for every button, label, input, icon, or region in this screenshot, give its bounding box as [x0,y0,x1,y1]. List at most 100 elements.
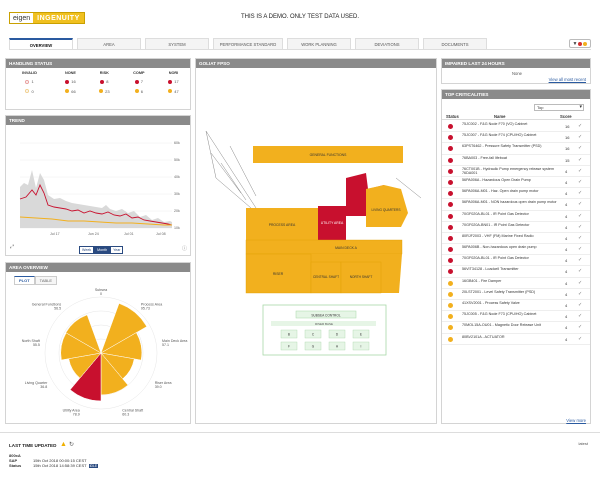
polar-slice[interactable] [100,303,148,354]
check-icon[interactable]: ✓ [578,313,583,320]
criticality-row[interactable]: 56PA006A-M01 - NON hazardous open drain … [442,199,590,211]
criticality-name[interactable]: 41XSV2001 - Process Safety Valve [462,301,520,305]
risk-red-value[interactable]: 8 [106,79,109,84]
polar-slice[interactable] [100,332,142,361]
area-living-quarters[interactable] [366,185,408,227]
invalid-amber-value[interactable]: 0 [31,88,34,94]
subsea-well[interactable] [280,341,298,351]
app-logo[interactable]: eigen INGENUITY [9,12,85,24]
check-icon[interactable]: ✓ [578,123,583,129]
tab-documents[interactable]: DOCUMENTS [423,38,487,49]
area-utility[interactable] [318,206,346,240]
refresh-icon[interactable]: ↻ [69,442,75,448]
subsea-well[interactable] [304,329,322,339]
criticality-row[interactable]: 41XSV2001 - Process Safety Valve 4 ✓ [442,300,590,312]
check-icon[interactable]: ✓ [578,145,583,152]
check-icon[interactable]: ✓ [578,290,583,297]
criticalities-select[interactable]: Top [534,104,584,111]
criticality-name[interactable]: 75JC002 - F&G Node F70 (VO) Cabinet [462,122,528,126]
criticality-row[interactable]: 56PA006A-M01 - Haz. Open drain pump moto… [442,188,590,200]
tab-system[interactable]: SYSTEM [145,38,209,49]
criticality-row[interactable]: 56PA006B - Non-hazardous open drain pump… [442,244,590,256]
nori-red-value[interactable]: 17 [174,79,179,84]
view-more-link[interactable]: View more [566,418,586,423]
polar-slice[interactable] [69,352,102,402]
check-icon[interactable]: ✓ [578,335,583,342]
criticality-name[interactable]: 76BA003 - Free-fall lifeboat [462,155,507,160]
tab-overview[interactable]: OVERVIEW [9,38,73,49]
criticality-row[interactable]: 76BA003 - Free-fall lifeboat 15 ✓ [442,155,590,166]
trend-chart[interactable]: 60k 50k 40k 30k 20k 10k Jul 17 Jun 24 Ju… [6,125,192,257]
criticality-name[interactable]: 70GF020A-BL01 - IR Point Gas Detector [462,256,529,261]
check-icon[interactable]: ✓ [578,190,583,197]
area-central-shaft[interactable] [310,261,342,294]
criticality-name[interactable]: 75JC007 - F&G Node F74 (CPU/HO) Cabinet [462,133,537,138]
criticality-name[interactable]: 80BV2101A - ACTUATOR [462,334,505,339]
tab-area[interactable]: AREA [77,38,141,49]
subsea-well[interactable] [352,341,370,351]
area-process[interactable] [246,208,318,240]
criticality-name[interactable]: 76CT001B - Hydraulic Pump emergency rele… [462,166,555,176]
criticality-row[interactable]: 76CT001B - Hydraulic Pump emergency rele… [442,166,590,177]
col-name[interactable]: Name [494,114,506,119]
check-icon[interactable]: ✓ [578,257,583,264]
criticality-name[interactable]: 56PA006A - Hazardous Open Drain Pump [462,177,531,182]
subsea-well[interactable] [328,329,346,339]
polar-slice[interactable] [65,314,102,354]
criticality-row[interactable]: 80RJF2003 - VHF (FM) Marine Fixed Radio 4… [442,233,590,245]
none-amber-value[interactable]: 66 [71,88,76,94]
criticality-name[interactable]: 70GF020A-BL01 - IR Point Gas Detector [462,211,529,216]
check-icon[interactable]: ✓ [578,302,583,308]
criticality-row[interactable]: 75JC007 - F&G Node F74 (CPU/HO) Cabinet 1… [442,132,590,144]
subsea-well[interactable] [352,329,370,339]
range-week[interactable]: Week [79,246,95,254]
area-main-deck[interactable] [245,239,403,255]
comp-red-value[interactable]: 7 [140,79,143,84]
info-icon[interactable]: ⓘ [182,245,187,252]
range-year[interactable]: Year [110,246,124,254]
comp-amber-value[interactable]: 6 [140,88,143,94]
check-icon[interactable]: ✓ [578,324,583,331]
col-status[interactable]: Status [446,114,459,119]
criticality-row[interactable]: 16GB401 - Fire Damper 4 ✓ [442,278,590,289]
criticality-row[interactable]: 20LST2001 - Level Safety Transmitter (PS… [442,289,590,300]
subsea-well[interactable] [328,341,346,351]
fpso-map[interactable]: GENERAL FUNCTIONS LIVING QUARTERS PROCES… [196,68,436,423]
criticality-row[interactable]: 75JC002 - F&G Node F70 (VO) Cabinet 16 ✓ [442,121,590,133]
check-icon[interactable]: ✓ [578,246,583,253]
criticality-name[interactable]: 20LST2001 - Level Safety Transmitter (PS… [462,289,536,294]
tab-work-planning[interactable]: WORK PLANNING [287,38,351,49]
area-riser[interactable] [245,253,312,294]
nori-amber-value[interactable]: 47 [174,88,179,94]
criticality-row[interactable]: 80BV2101A - ACTUATOR 4 ✓ [442,334,590,345]
criticality-name[interactable]: 70GF020A-BN01 - IR Point Gas Detector [462,222,530,227]
criticality-name[interactable]: 63PST6462 - Pressure Safety Transmitter … [462,144,542,149]
risk-amber-value[interactable]: 23 [105,88,110,94]
check-icon[interactable]: ✓ [578,212,583,219]
check-icon[interactable]: ✓ [578,279,583,286]
criticality-row[interactable]: 75JC005 - F&G Node F73 (CPU/HO) Cabinet 4… [442,311,590,323]
criticality-name[interactable]: 56VIT34128 - Loadcell Transmitter [462,267,519,272]
criticality-row[interactable]: 56VIT34128 - Loadcell Transmitter 4 ✓ [442,266,590,278]
subtab-table[interactable]: TABLE [34,276,58,285]
criticality-row[interactable]: 70GF020A-BL01 - IR Point Gas Detector 4 ✓ [442,255,590,267]
area-north-shaft[interactable] [340,261,382,294]
criticality-row[interactable]: 70GF020A-BN01 - IR Point Gas Detector 4 ✓ [442,222,590,233]
check-icon[interactable]: ✓ [578,134,583,141]
area-general-functions[interactable] [253,146,403,163]
invalid-red-value[interactable]: 1 [31,79,34,84]
subsea-control-box[interactable] [295,310,357,319]
check-icon[interactable]: ✓ [578,268,583,275]
criticality-name[interactable]: 16GB401 - Fire Damper [462,278,502,283]
criticality-name[interactable]: 80RJF2003 - VHF (FM) Marine Fixed Radio [462,233,534,238]
check-icon[interactable]: ✓ [578,201,583,208]
area-subsea[interactable] [262,304,387,356]
criticality-row[interactable]: 56PA006A - Hazardous Open Drain Pump 4 ✓ [442,177,590,189]
criticality-row[interactable]: 63PST6462 - Pressure Safety Transmitter … [442,143,590,155]
check-icon[interactable]: ✓ [578,167,583,174]
criticality-row[interactable]: 70GF020A-BL01 - IR Point Gas Detector 4 ✓ [442,211,590,222]
criticality-name[interactable]: 75JC005 - F&G Node F73 (CPU/HO) Cabinet [462,312,537,317]
tab-deviations[interactable]: DEVIATIONS [355,38,419,49]
none-red-value[interactable]: 16 [71,79,76,84]
